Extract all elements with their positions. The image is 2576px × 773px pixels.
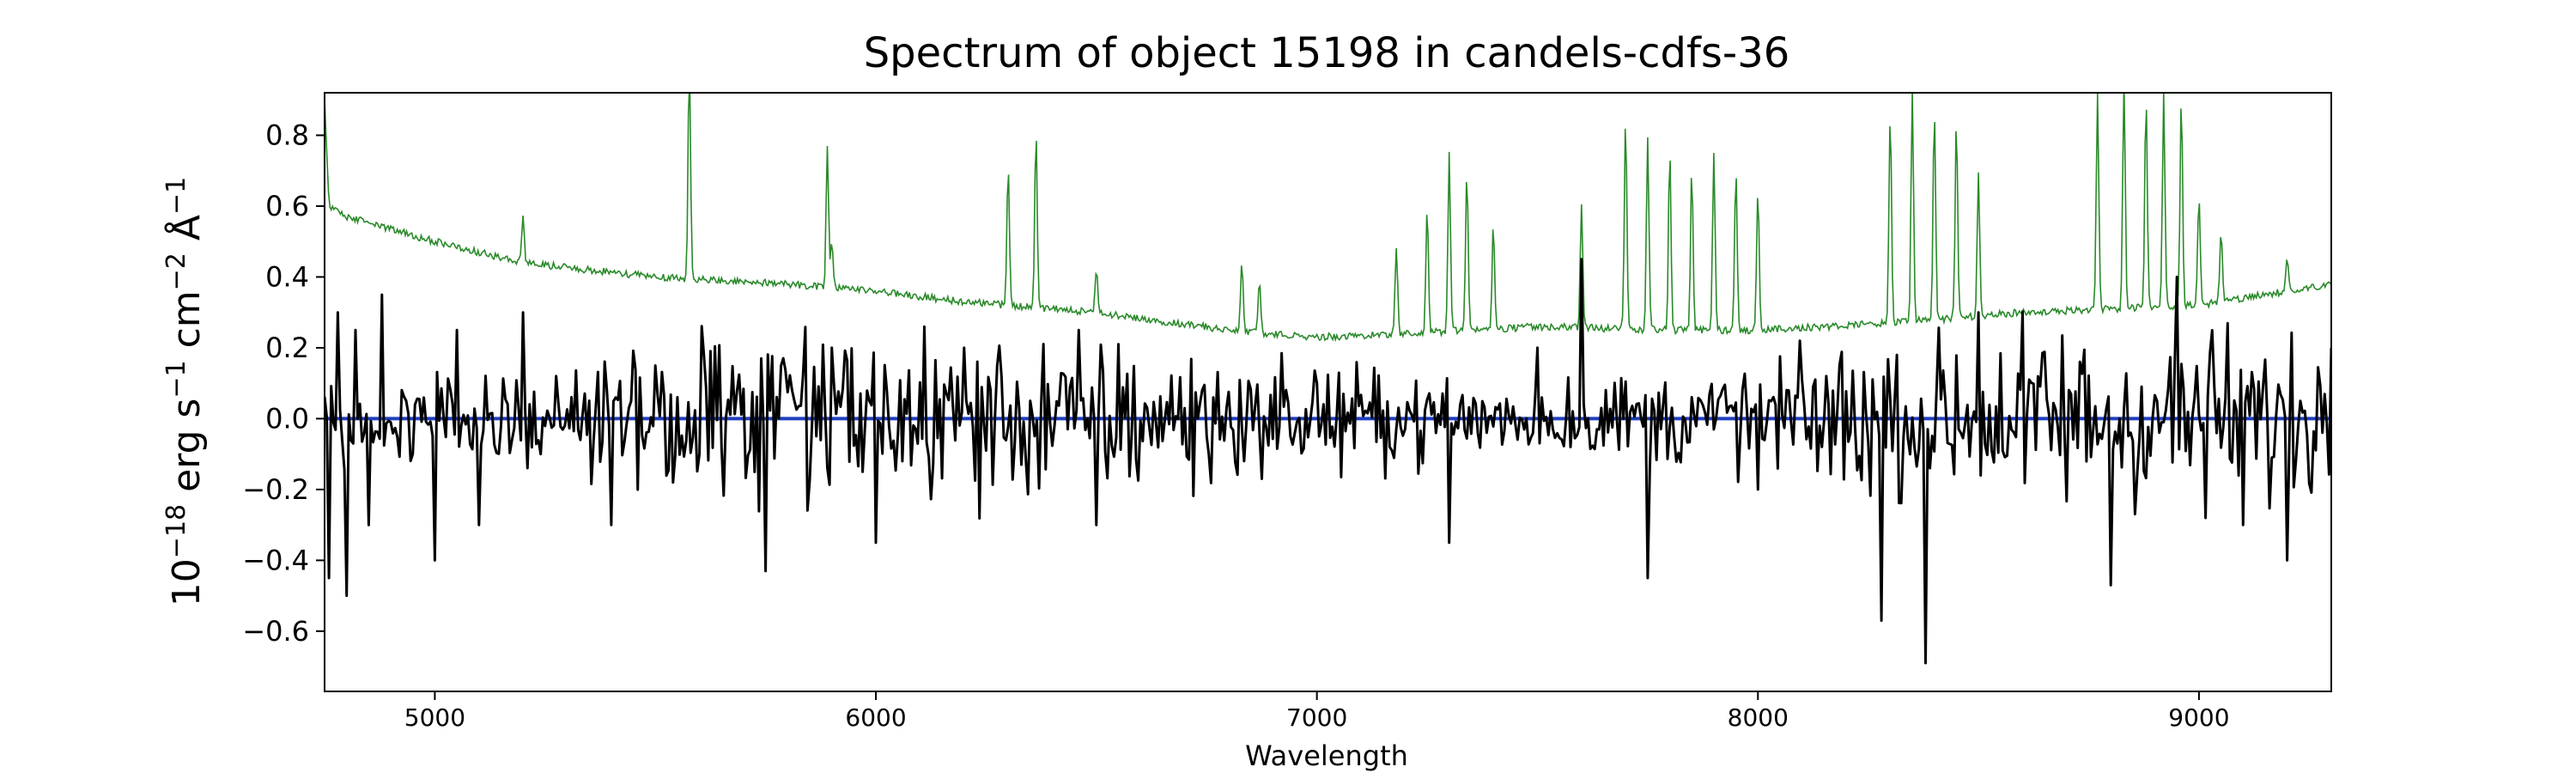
x-tick-label: 8000 (1728, 703, 1789, 732)
y-tick-label: −0.6 (242, 615, 309, 648)
y-axis: −0.6 −0.4 −0.2 0.0 0.2 0.4 0.6 0.8 (242, 119, 325, 648)
x-axis-label: Wavelength (1245, 740, 1408, 772)
y-tick-label: 0.2 (265, 332, 309, 364)
y-tick-label: −0.4 (242, 544, 309, 576)
y-tick-label: 0.0 (265, 402, 309, 435)
y-tick-label: 0.4 (265, 260, 309, 293)
y-tick-label: −0.2 (242, 473, 309, 506)
x-tick-label: 9000 (2168, 703, 2229, 732)
y-axis-label: 10−18 erg s−1 cm−2 Å−1 (161, 177, 210, 606)
flux-spectrum-line (325, 258, 2331, 665)
x-axis: 5000 6000 7000 8000 9000 (404, 691, 2230, 732)
chart-title: Spectrum of object 15198 in candels-cdfs… (864, 29, 1790, 77)
error-spectrum-line (325, 93, 2331, 343)
y-tick-label: 0.6 (265, 190, 309, 222)
y-tick-label: 0.8 (265, 119, 309, 151)
x-tick-label: 6000 (845, 703, 906, 732)
x-tick-label: 5000 (404, 703, 465, 732)
x-tick-label: 7000 (1286, 703, 1347, 732)
plot-frame (324, 92, 2332, 692)
plot-area (324, 92, 2332, 692)
